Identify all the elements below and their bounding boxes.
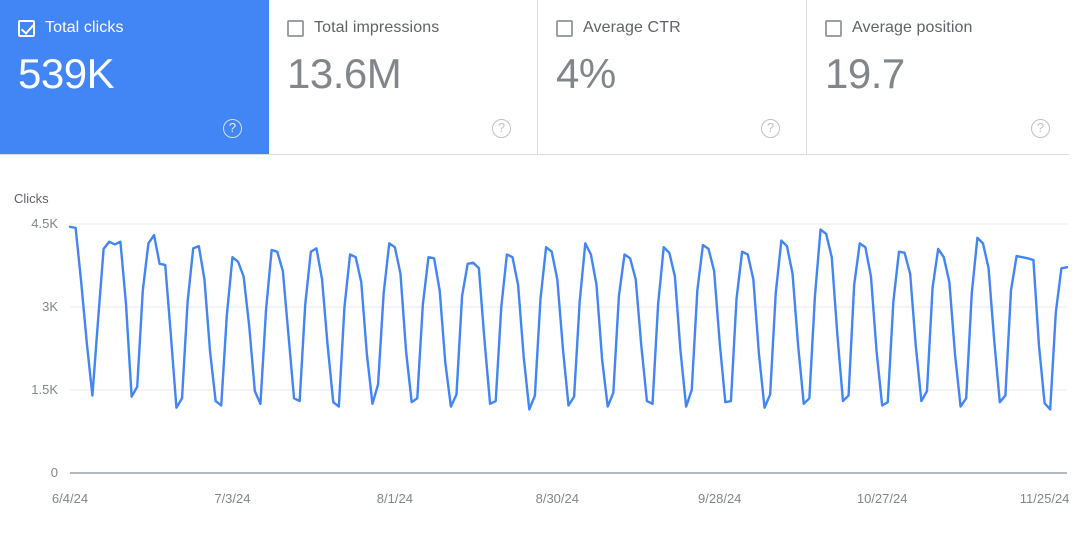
y-axis-tick-label: 3K (42, 299, 58, 314)
y-axis-tick-label: 0 (51, 465, 58, 480)
chart-gridlines (70, 223, 1067, 474)
x-axis-tick-label: 9/28/24 (698, 491, 741, 506)
checkbox-average-position[interactable] (825, 19, 842, 37)
help-circle-icon[interactable]: ? (1031, 119, 1050, 138)
chart-axis-title: Clicks (14, 191, 49, 206)
x-axis-tick-label: 8/30/24 (536, 491, 579, 506)
metric-label-average-position: Average position (852, 19, 973, 36)
chart-x-axis-ticks: 6/4/24 7/3/24 8/1/24 8/30/24 9/28/24 10/27/24… (52, 491, 1069, 506)
clicks-chart: Clicks 4.5K 3K 1.5K 0 6/4/24 7/3/24 8/1/24 8/3… (0, 155, 1086, 534)
x-axis-tick-label: 10/27/24 (857, 491, 908, 506)
chart-y-axis-ticks: 4.5K 3K 1.5K 0 (31, 216, 58, 480)
checkbox-average-ctr[interactable] (556, 19, 573, 37)
help-circle-icon[interactable]: ? (223, 119, 242, 138)
metric-value-total-impressions: 13.6M (287, 50, 402, 97)
metric-card-total-impressions[interactable]: Total impressions 13.6M ? (269, 0, 538, 154)
y-axis-tick-label: 1.5K (31, 382, 58, 397)
help-circle-icon[interactable]: ? (761, 119, 780, 138)
checkbox-total-clicks[interactable] (18, 19, 35, 37)
metric-card-average-position[interactable]: Average position 19.7 ? (807, 0, 1076, 154)
metric-value-average-position: 19.7 (825, 50, 905, 97)
metric-card-header: Total impressions (287, 18, 537, 38)
metric-cards-strip: Total clicks 539K ? Total impressions 13… (0, 0, 1076, 155)
x-axis-tick-label: 8/1/24 (377, 491, 413, 506)
metric-card-header: Average CTR (556, 18, 806, 38)
y-axis-tick-label: 4.5K (31, 216, 58, 231)
metric-label-total-clicks: Total clicks (45, 19, 124, 36)
metric-label-average-ctr: Average CTR (583, 19, 681, 36)
metric-label-total-impressions: Total impressions (314, 19, 440, 36)
x-axis-tick-label: 11/25/24 (1020, 491, 1070, 506)
metric-card-header: Total clicks (18, 18, 268, 38)
metric-value-total-clicks: 539K (18, 50, 115, 97)
metric-card-average-ctr[interactable]: Average CTR 4% ? (538, 0, 807, 154)
chart-line-total-clicks (68, 225, 1069, 411)
x-axis-tick-label: 6/4/24 (52, 491, 88, 506)
chart-svg[interactable]: 4.5K 3K 1.5K 0 6/4/24 7/3/24 8/1/24 8/30/24 9/2… (0, 155, 1086, 534)
metric-card-header: Average position (825, 18, 1076, 38)
checkbox-total-impressions[interactable] (287, 19, 304, 37)
x-axis-tick-label: 7/3/24 (214, 491, 250, 506)
help-circle-icon[interactable]: ? (492, 119, 511, 138)
metric-card-total-clicks[interactable]: Total clicks 539K ? (0, 0, 269, 154)
metric-value-average-ctr: 4% (556, 50, 616, 97)
